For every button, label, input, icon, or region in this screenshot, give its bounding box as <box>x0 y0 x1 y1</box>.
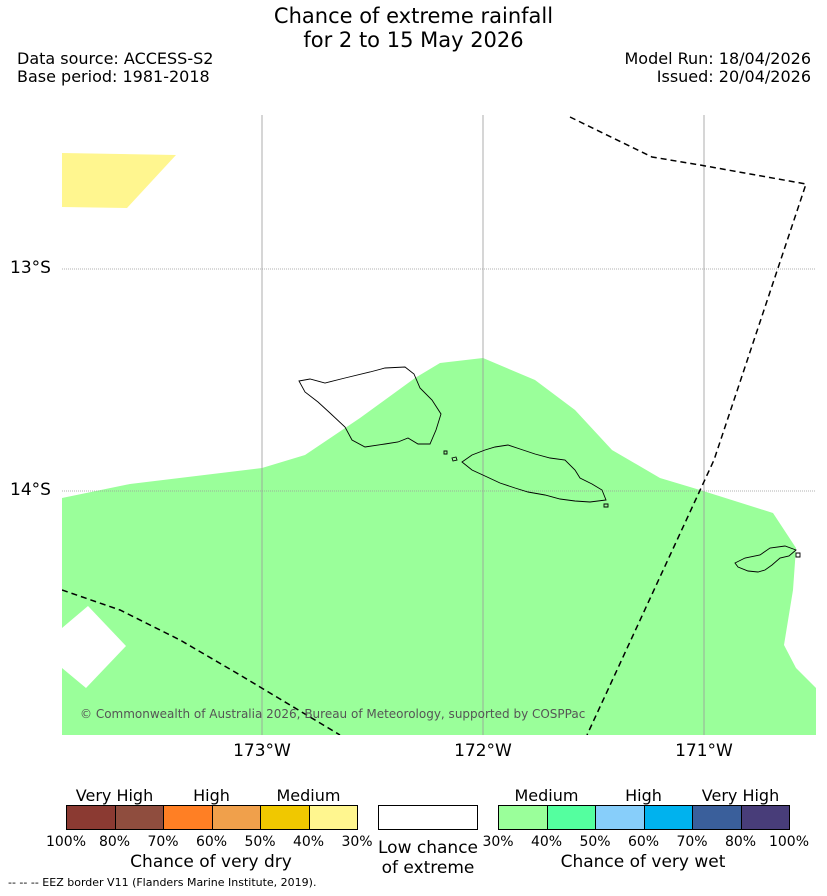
lon-label-172w: 172°W <box>454 741 512 761</box>
map-title-line2: for 2 to 15 May 2026 <box>303 28 524 52</box>
dry-tick-3: 60% <box>195 834 228 850</box>
island-outlines <box>298 366 801 573</box>
wet-tick-0: 30% <box>482 834 514 850</box>
wet-tick-4: 70% <box>676 834 708 850</box>
issued-date: Issued: 20/04/2026 <box>656 67 811 86</box>
dry-cat-very-high: Very High <box>75 786 154 805</box>
manono-islet <box>451 456 458 462</box>
dry-tick-0: 100% <box>45 834 87 850</box>
wet-cat-high: High <box>625 786 662 805</box>
low-label-line1: Low chance <box>378 838 478 858</box>
wet-tick-3: 60% <box>627 834 660 850</box>
wet-tick-5: 80% <box>724 834 757 850</box>
lon-label-171w: 171°W <box>675 741 733 761</box>
lat-label-14s: 14°S <box>10 480 51 500</box>
wet-tick-2: 50% <box>579 834 611 850</box>
model-run: Model Run: 18/04/2026 <box>624 49 812 68</box>
wet-swatch-4 <box>692 805 742 830</box>
apolima-islet <box>443 450 448 455</box>
dry-cat-medium: Medium <box>276 786 341 805</box>
dry-label: Chance of very dry <box>130 852 292 872</box>
wet-cat-very-high: Very High <box>701 786 780 805</box>
dry-tick-4: 50% <box>244 834 276 850</box>
map-title-line1: Chance of extreme rainfall <box>273 4 554 28</box>
wet-swatch-0 <box>498 805 548 830</box>
copyright-note: © Commonwealth of Australia 2026, Bureau… <box>80 707 586 721</box>
dry-tick-6: 30% <box>341 834 373 850</box>
dry-swatch-0 <box>66 805 116 830</box>
aunuu-islet <box>795 552 801 558</box>
wet-cat-medium: Medium <box>514 786 579 805</box>
eez-borders <box>62 116 807 735</box>
dry-tick-2: 70% <box>147 834 179 850</box>
tutuila-island <box>734 545 797 573</box>
dry-swatch-3 <box>211 805 261 830</box>
map-canvas <box>62 115 816 735</box>
dry-medium-region <box>62 153 176 208</box>
wet-tick-1: 40% <box>530 834 563 850</box>
eez-footer-note: -- -- -- EEZ border V11 (Flanders Marine… <box>8 876 317 889</box>
dry-swatch-5 <box>308 805 358 830</box>
wet-swatch-3 <box>643 805 693 830</box>
wet-tick-6: 100% <box>768 834 810 850</box>
wet-swatch-1 <box>546 805 596 830</box>
base-period: Base period: 1981-2018 <box>17 67 210 86</box>
gridlines <box>62 115 816 735</box>
wet-label: Chance of very wet <box>560 852 726 872</box>
lat-label-13s: 13°S <box>10 258 51 278</box>
dry-swatch-4 <box>260 805 310 830</box>
dry-swatch-2 <box>163 805 213 830</box>
wet-swatch-2 <box>595 805 645 830</box>
upolu-island <box>461 444 607 503</box>
nuulopa-islet <box>603 503 609 508</box>
wet-medium-region <box>62 358 816 735</box>
low-chance-swatch <box>378 805 478 830</box>
lon-label-173w: 173°W <box>233 741 291 761</box>
dry-swatch-1 <box>114 805 164 830</box>
savaii-island <box>298 366 442 448</box>
low-label-line2: of extreme <box>381 858 475 878</box>
wet-swatch-5 <box>740 805 790 830</box>
dry-tick-5: 40% <box>292 834 325 850</box>
dry-tick-1: 80% <box>98 834 131 850</box>
dry-cat-high: High <box>193 786 230 805</box>
data-source: Data source: ACCESS-S2 <box>17 49 214 68</box>
low-chance-region <box>62 606 126 688</box>
